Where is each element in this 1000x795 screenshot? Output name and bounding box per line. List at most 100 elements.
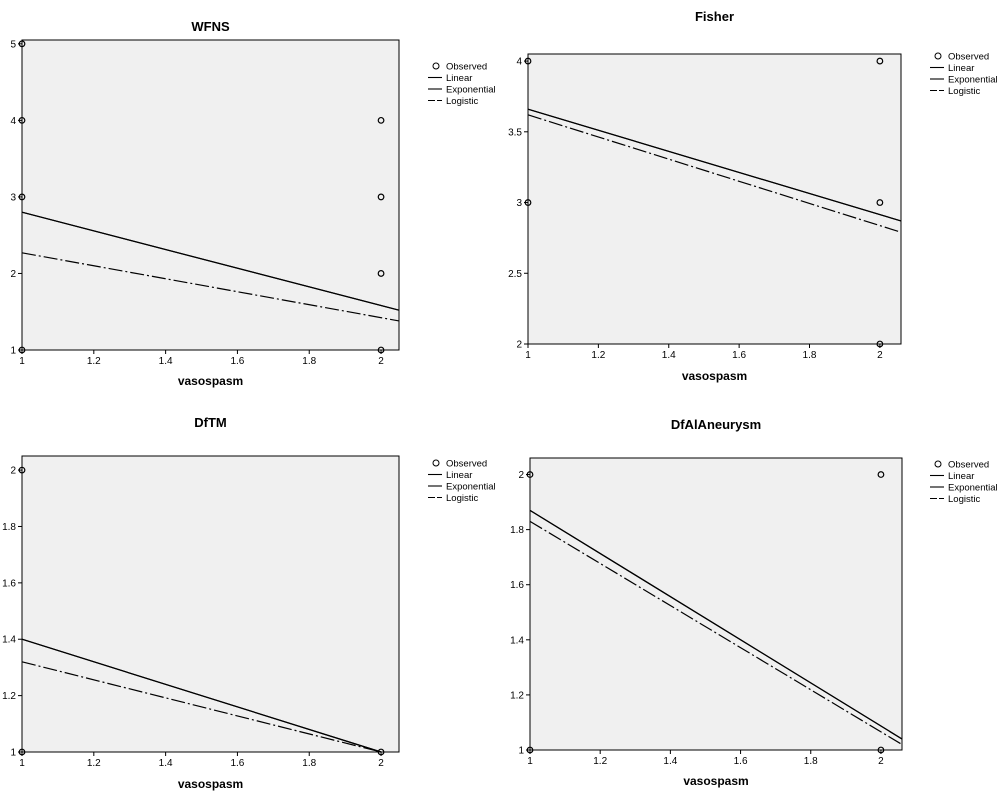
legend-observed-label: Observed	[446, 62, 487, 73]
legend-linear-label: Linear	[948, 471, 974, 482]
plot-area	[527, 53, 902, 345]
fit-line-exponential	[529, 509, 903, 740]
fit-line-logistic	[21, 661, 382, 753]
y-tick-label: 1.2	[2, 691, 16, 702]
legend-logistic-label: Logistic	[948, 86, 980, 97]
x-tick-label: 1.2	[87, 758, 101, 769]
chart-panel-1: WFNS 1 1.2 1.4 1.6 1.8 2 1 2 3 4 5 vasospasm Observed…	[10, 19, 495, 388]
legend-linear-label: Linear	[446, 470, 472, 481]
x-tick-label: 1.6	[230, 758, 244, 769]
fit-line-exponential	[21, 211, 400, 311]
x-tick-label: 1.4	[159, 758, 173, 769]
fit-line-logistic	[529, 520, 903, 746]
observed-point	[526, 746, 534, 754]
observed-point	[18, 466, 26, 474]
y-tick-label: 1	[10, 346, 16, 357]
y-tick-label: 2.5	[508, 269, 522, 280]
x-tick-label: 1	[19, 758, 25, 769]
x-tick-label: 1.6	[732, 350, 746, 361]
x-axis-label: vasospasm	[178, 374, 243, 388]
chart-panel-3: DfTM 1 1.2 1.4 1.6 1.8 2 1 1.2 1.4 1.6 1.8 2 vasospas…	[2, 415, 496, 791]
x-axis-label: vasospasm	[178, 777, 243, 791]
x-tick-label: 1.4	[159, 356, 173, 367]
legend-observed-label: Observed	[948, 460, 989, 471]
x-tick-label: 2	[877, 350, 883, 361]
x-tick-label: 1.4	[663, 756, 677, 767]
x-tick-label: 1.8	[302, 758, 316, 769]
observed-point	[877, 746, 885, 754]
x-tick-label: 1.8	[804, 756, 818, 767]
y-tick-label: 1.8	[2, 522, 16, 533]
chart-title: DfTM	[194, 415, 227, 430]
fit-line-exponential	[527, 108, 902, 222]
fit-line-exponential	[21, 638, 382, 753]
legend-observed-marker	[934, 52, 942, 60]
fit-line-logistic	[527, 114, 902, 233]
y-tick-label: 1.4	[2, 635, 16, 646]
y-tick-label: 3	[10, 192, 16, 203]
x-tick-label: 2	[378, 356, 384, 367]
y-tick-label: 1.2	[510, 690, 524, 701]
legend-observed-label: Observed	[446, 459, 487, 470]
observed-point	[526, 471, 534, 478]
y-tick-label: 2	[516, 340, 522, 351]
y-tick-label: 4	[10, 116, 16, 127]
observed-point	[18, 346, 26, 354]
x-tick-label: 1.6	[230, 356, 244, 367]
x-tick-label: 1.2	[591, 350, 605, 361]
legend-exponential-label: Exponential	[948, 75, 998, 86]
y-tick-label: 1.8	[510, 525, 524, 536]
plot-area	[21, 455, 400, 753]
observed-point	[377, 346, 385, 354]
y-tick-label: 5	[10, 39, 16, 50]
x-tick-label: 1	[19, 356, 25, 367]
x-axis-label: vasospasm	[682, 369, 747, 383]
legend-logistic-label: Logistic	[446, 493, 478, 504]
x-tick-label: 1.8	[302, 356, 316, 367]
legend-exponential-label: Exponential	[948, 483, 998, 494]
observed-point	[18, 116, 26, 124]
x-tick-label: 1.2	[87, 356, 101, 367]
observed-point	[18, 193, 26, 201]
y-tick-label: 2	[10, 269, 16, 280]
legend-observed-marker	[934, 460, 942, 468]
plot-area	[21, 39, 400, 351]
legend-observed-marker	[432, 62, 440, 70]
observed-point	[876, 340, 884, 348]
observed-point	[377, 116, 385, 124]
x-tick-label: 1.4	[662, 350, 676, 361]
y-tick-label: 2	[10, 466, 16, 477]
legend-observed-label: Observed	[948, 52, 989, 63]
x-tick-label: 1	[527, 756, 533, 767]
legend-observed-marker	[432, 459, 440, 467]
plot-area	[529, 457, 903, 751]
x-tick-label: 2	[878, 756, 884, 767]
legend-linear-label: Linear	[948, 63, 974, 74]
chart-title: DfAlAneurysm	[671, 417, 761, 432]
observed-point	[18, 748, 26, 756]
observed-point	[18, 40, 26, 48]
y-tick-label: 1.6	[2, 578, 16, 589]
legend-linear-label: Linear	[446, 73, 472, 84]
y-tick-label: 1.4	[510, 635, 524, 646]
y-tick-label: 1	[518, 746, 524, 757]
y-tick-label: 2	[518, 470, 524, 481]
observed-point	[524, 57, 532, 65]
x-tick-label: 1.6	[734, 756, 748, 767]
y-tick-label: 1.6	[510, 580, 524, 591]
observed-point	[877, 471, 885, 478]
observed-point	[377, 748, 385, 756]
observed-point	[876, 57, 884, 65]
legend-logistic-label: Logistic	[948, 494, 980, 505]
observed-point	[377, 193, 385, 201]
observed-point	[377, 270, 385, 277]
legend-logistic-label: Logistic	[446, 96, 478, 107]
observed-point	[524, 199, 532, 206]
y-tick-label: 3	[516, 198, 522, 209]
x-axis-label: vasospasm	[683, 774, 748, 788]
x-tick-label: 1.8	[803, 350, 817, 361]
